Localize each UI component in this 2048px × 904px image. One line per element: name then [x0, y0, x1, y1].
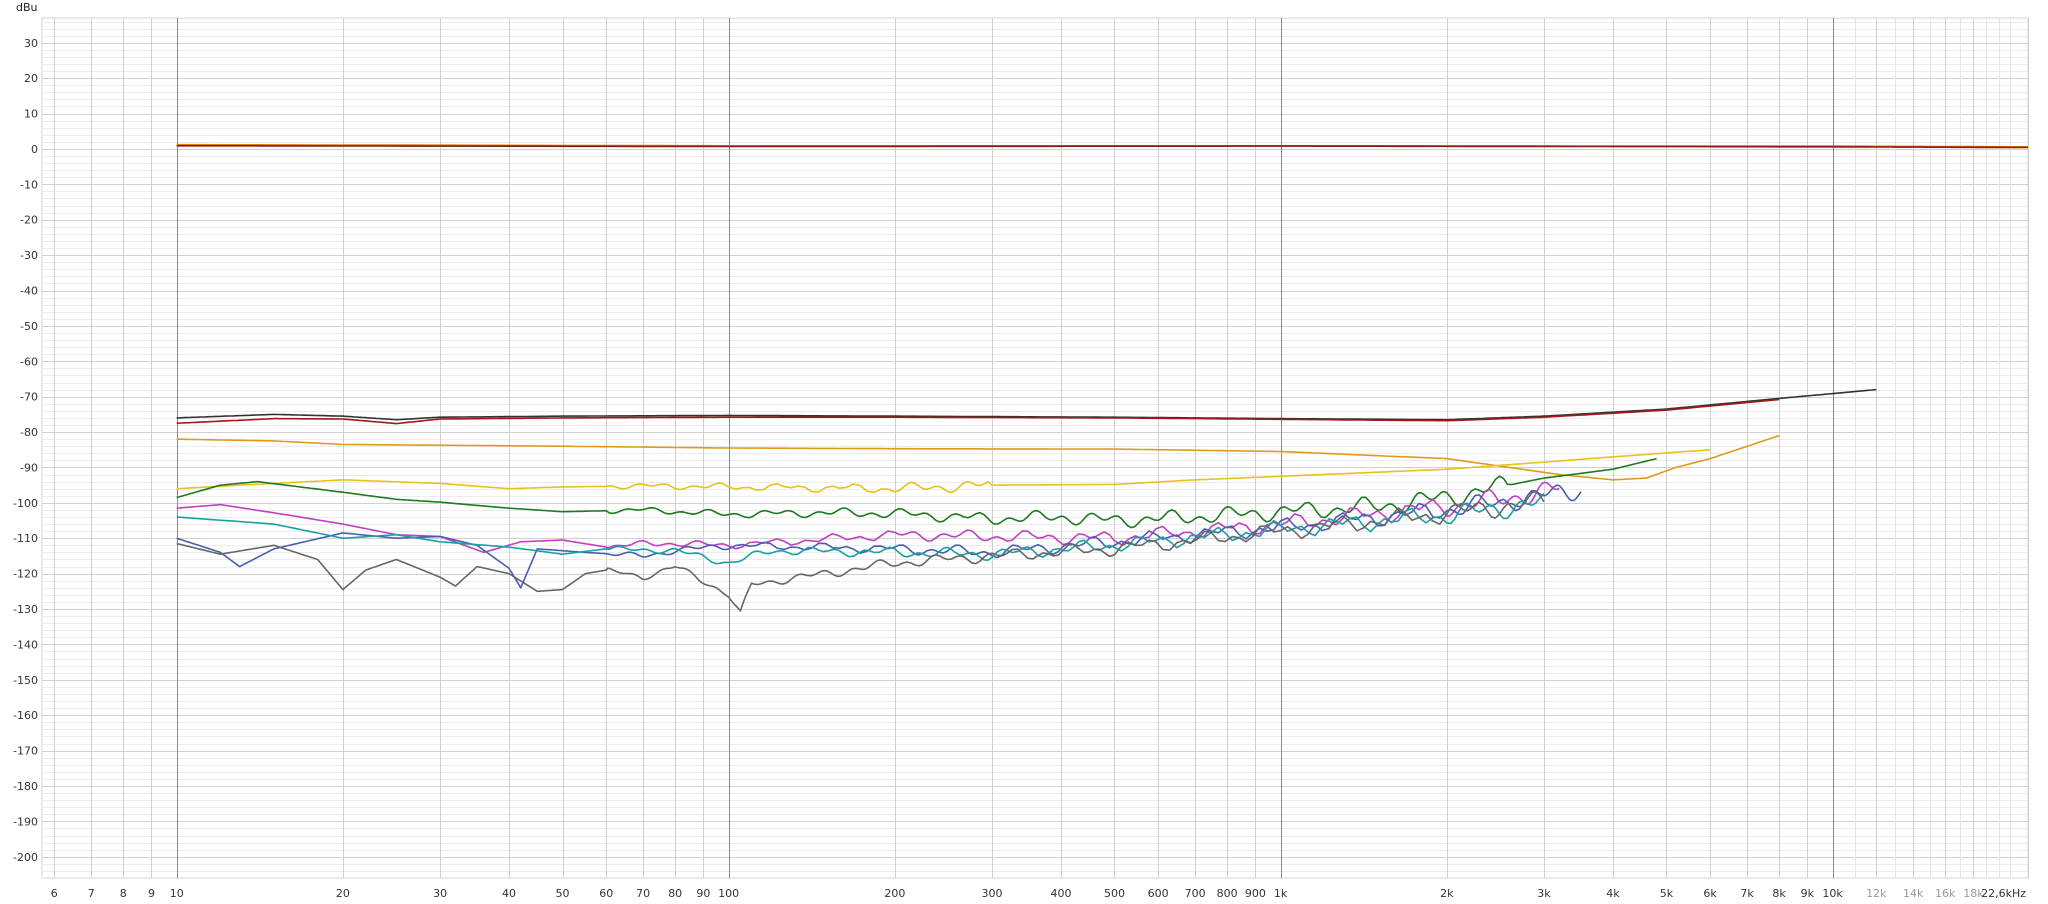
x-tick-label: 9k: [1801, 887, 1815, 900]
x-tick-label: 800: [1217, 887, 1238, 900]
x-axis-ticks: 6 7 8 9 10 20 30 40 50 60 70 80 90 100 200 300 400 500 600…: [51, 887, 2026, 900]
x-tick-label: 6k: [1703, 887, 1717, 900]
y-tick-label: -70: [20, 391, 38, 404]
y-tick-label: -190: [13, 815, 38, 828]
y-tick-label: -30: [20, 249, 38, 262]
x-tick-label: 500: [1104, 887, 1125, 900]
y-tick-label: 0: [31, 143, 38, 156]
y-axis-ticks: 30 20 10 0 -10 -20 -30 -40 -50 -60 -70 -80 -90 -100 -1…: [13, 37, 38, 864]
x-tick-label: 20: [336, 887, 350, 900]
x-tick-label: 10k: [1822, 887, 1843, 900]
y-tick-label: -140: [13, 638, 38, 651]
x-tick-label: 80: [668, 887, 682, 900]
x-tick-label: 90: [696, 887, 710, 900]
y-tick-label: -130: [13, 603, 38, 616]
y-tick-label: 10: [24, 108, 38, 121]
x-tick-label: 2k: [1440, 887, 1454, 900]
x-tick-label: 5k: [1660, 887, 1674, 900]
x-tick-label: 10: [170, 887, 184, 900]
y-tick-label: -180: [13, 780, 38, 793]
y-tick-label: -200: [13, 851, 38, 864]
x-tick-label: 16k: [1935, 887, 1956, 900]
y-axis-unit: dBu: [16, 1, 38, 14]
series-line: [176, 434, 1780, 481]
series-layer: [176, 143, 2028, 612]
x-tick-label: 6: [51, 887, 58, 900]
series-line: [176, 457, 1657, 529]
x-tick-label: 600: [1148, 887, 1169, 900]
y-tick-label: -10: [20, 178, 38, 191]
y-tick-label: 30: [24, 37, 38, 50]
y-tick-label: -90: [20, 461, 38, 474]
x-tick-label: 60: [599, 887, 613, 900]
x-tick-label: 200: [884, 887, 905, 900]
y-tick-label: -170: [13, 745, 38, 758]
y-tick-label: 20: [24, 72, 38, 85]
x-tick-label: 8: [120, 887, 127, 900]
x-tick-label: 40: [502, 887, 516, 900]
x-tick-label: 9: [148, 887, 155, 900]
x-tick-label: 14k: [1903, 887, 1924, 900]
x-tick-label: 18k: [1963, 887, 1984, 900]
y-tick-label: -120: [13, 568, 38, 581]
y-tick-label: -80: [20, 426, 38, 439]
y-tick-label: -50: [20, 320, 38, 333]
x-tick-label: 70: [636, 887, 650, 900]
series-line: [176, 145, 2028, 149]
x-tick-label: 700: [1185, 887, 1206, 900]
x-tick-label: 100: [718, 887, 739, 900]
x-tick-label: 400: [1050, 887, 1071, 900]
y-tick-label: -60: [20, 355, 38, 368]
y-tick-label: -20: [20, 214, 38, 227]
x-tick-label: 300: [982, 887, 1003, 900]
x-tick-label: 4k: [1606, 887, 1620, 900]
y-tick-label: -40: [20, 285, 38, 298]
y-tick-label: -110: [13, 532, 38, 545]
y-tick-label: -160: [13, 709, 38, 722]
y-tick-label: -150: [13, 674, 38, 687]
series-line: [176, 492, 1545, 565]
x-tick-label: 1k: [1274, 887, 1288, 900]
x-tick-label: 7: [88, 887, 95, 900]
series-line: [176, 388, 1877, 421]
series-line: [176, 398, 1780, 425]
x-tick-label: 12k: [1866, 887, 1887, 900]
series-line: [176, 449, 1711, 494]
y-tick-label: -100: [13, 497, 38, 510]
x-tick-label: 900: [1245, 887, 1266, 900]
x-tick-label: 22,6kHz: [1981, 887, 2026, 900]
x-tick-label: 7k: [1740, 887, 1754, 900]
x-tick-label: 50: [556, 887, 570, 900]
x-tick-label: 3k: [1537, 887, 1551, 900]
series-line: [176, 481, 1560, 554]
x-tick-label: 8k: [1772, 887, 1786, 900]
x-tick-label: 30: [433, 887, 447, 900]
series-line: [176, 490, 1545, 612]
